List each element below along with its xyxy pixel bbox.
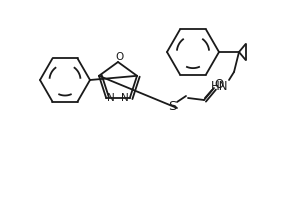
Text: HN: HN: [211, 79, 229, 92]
Text: S: S: [168, 99, 176, 112]
Text: N: N: [121, 93, 129, 103]
Text: O: O: [115, 52, 123, 62]
Text: N: N: [107, 93, 115, 103]
Text: O: O: [214, 77, 224, 90]
